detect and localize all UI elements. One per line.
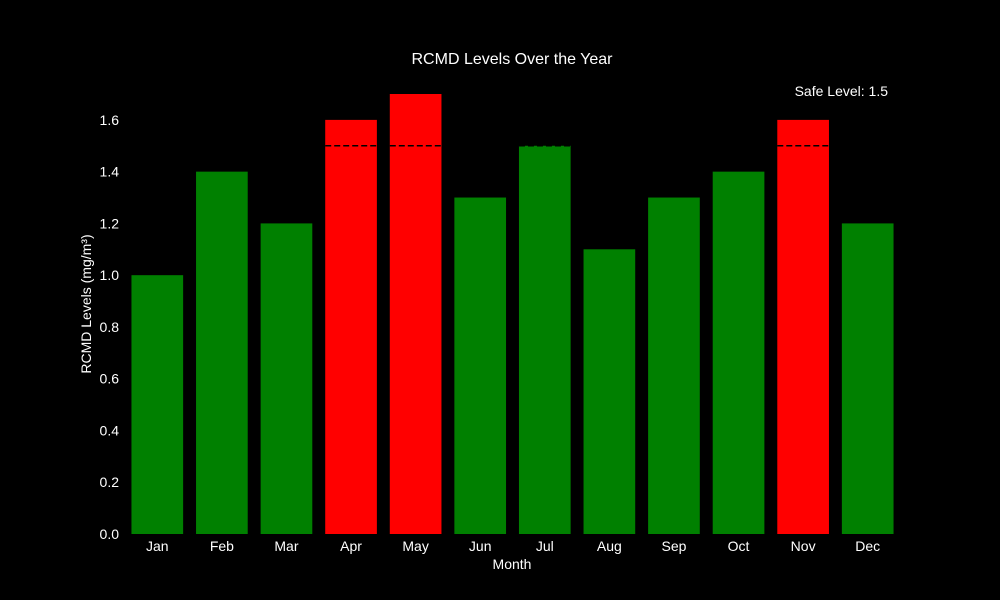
y-tick-0-6: 0.6 — [100, 371, 120, 387]
x-tick-feb: Feb — [210, 538, 234, 554]
bar-jul — [518, 145, 571, 534]
bars-group — [131, 94, 894, 535]
y-tick-1-6: 1.6 — [100, 112, 120, 128]
bar-aug — [583, 249, 636, 535]
x-tick-aug: Aug — [597, 538, 622, 554]
x-axis-label: Month — [493, 556, 532, 572]
x-tick-jun: Jun — [469, 538, 492, 554]
chart-title: RCMD Levels Over the Year — [412, 51, 614, 68]
x-tick-sep: Sep — [661, 538, 686, 554]
x-tick-dec: Dec — [855, 538, 880, 554]
bar-jun — [454, 197, 507, 534]
y-tick-0-8: 0.8 — [100, 319, 120, 335]
y-tick-1-2: 1.2 — [100, 215, 120, 231]
y-axis-label: RCMD Levels (mg/m³) — [78, 234, 94, 373]
y-tick-labels: 0.0 0.2 0.4 0.6 0.8 1.0 1.2 1.4 1.6 — [100, 112, 120, 542]
x-tick-nov: Nov — [791, 538, 816, 554]
x-tick-labels: Jan Feb Mar Apr May Jun Jul Aug Sep Oct Nov Dec — [146, 538, 880, 554]
bar-dec — [841, 223, 894, 534]
bar-oct — [712, 171, 765, 534]
x-tick-mar: Mar — [274, 538, 298, 554]
bar-jan — [131, 275, 184, 534]
bar-may — [389, 94, 442, 534]
x-tick-oct: Oct — [728, 538, 750, 554]
y-tick-1-4: 1.4 — [100, 164, 120, 180]
bar-feb — [196, 171, 248, 534]
y-tick-1-0: 1.0 — [100, 267, 120, 283]
bar-sep — [648, 197, 700, 534]
bar-mar — [260, 223, 313, 534]
y-tick-0-4: 0.4 — [100, 422, 120, 438]
safe-level-annotation: Safe Level: 1.5 — [795, 83, 889, 99]
x-tick-jul: Jul — [536, 538, 554, 554]
y-tick-0-0: 0.0 — [100, 526, 120, 542]
y-tick-0-2: 0.2 — [100, 474, 120, 490]
x-tick-may: May — [402, 538, 428, 554]
x-tick-apr: Apr — [340, 538, 362, 554]
x-tick-jan: Jan — [146, 538, 169, 554]
bar-apr — [325, 119, 377, 534]
bar-nov — [777, 119, 829, 534]
